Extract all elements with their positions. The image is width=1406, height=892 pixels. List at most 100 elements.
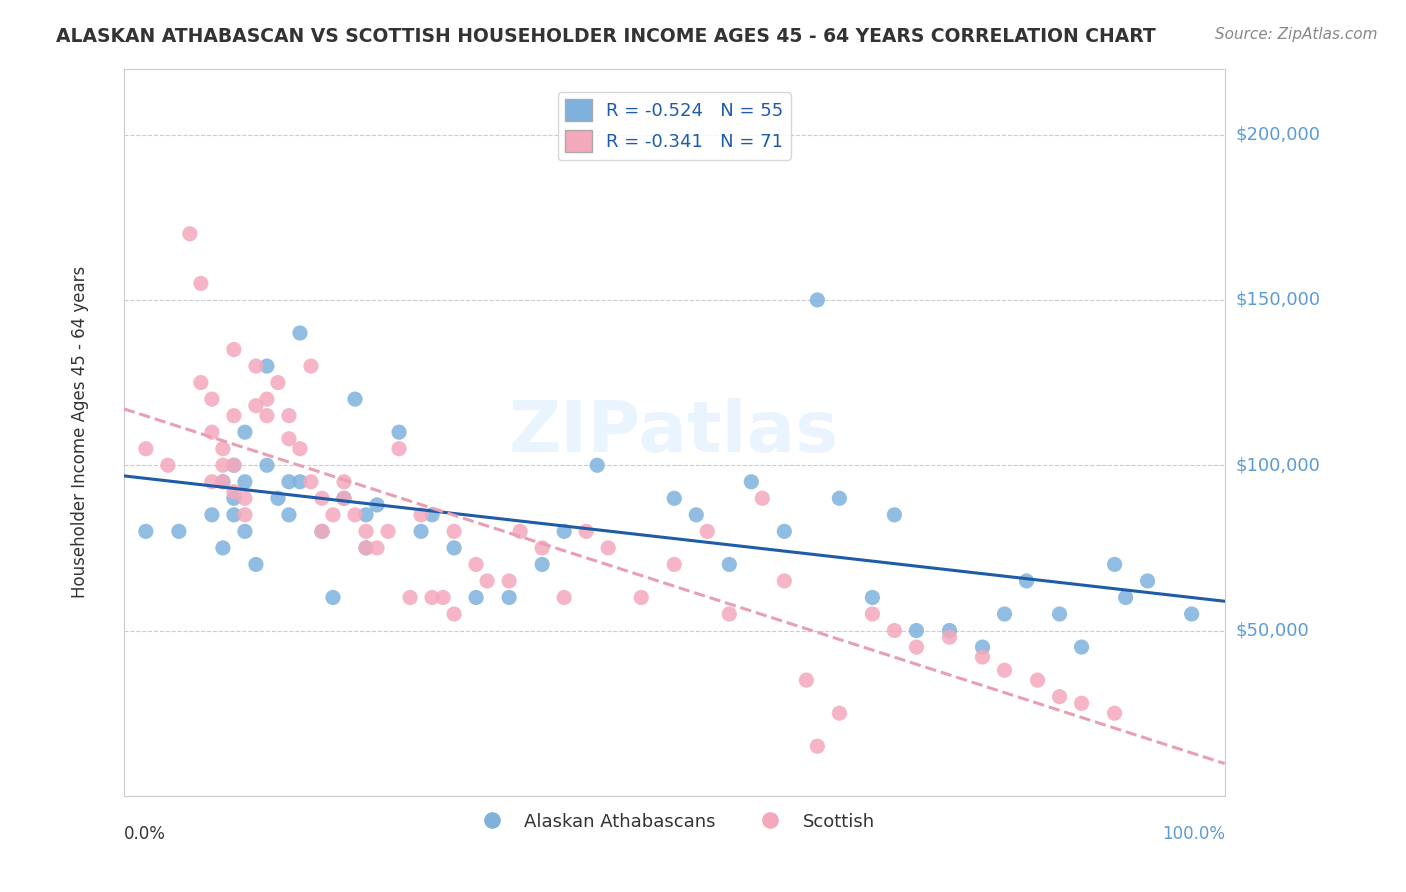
Point xyxy=(278,432,301,446)
Point xyxy=(256,458,278,473)
Point xyxy=(664,491,686,506)
Point xyxy=(201,392,224,406)
Point xyxy=(828,491,851,506)
Point xyxy=(245,359,267,373)
Point xyxy=(212,442,235,456)
Point xyxy=(972,640,994,654)
Text: $50,000: $50,000 xyxy=(1236,622,1309,640)
Point xyxy=(222,458,245,473)
Point xyxy=(796,673,818,687)
Point xyxy=(201,508,224,522)
Point xyxy=(498,574,520,588)
Point xyxy=(420,591,443,605)
Point xyxy=(245,558,267,572)
Point xyxy=(420,508,443,522)
Point xyxy=(553,591,575,605)
Point xyxy=(531,558,554,572)
Point xyxy=(443,607,465,621)
Text: Householder Income Ages 45 - 64 years: Householder Income Ages 45 - 64 years xyxy=(70,266,89,599)
Point xyxy=(222,343,245,357)
Point xyxy=(278,409,301,423)
Point xyxy=(190,376,212,390)
Point xyxy=(299,359,322,373)
Point xyxy=(256,359,278,373)
Point xyxy=(409,508,432,522)
Point xyxy=(696,524,718,539)
Point xyxy=(883,624,905,638)
Point xyxy=(1070,696,1092,710)
Point xyxy=(267,491,290,506)
Point xyxy=(233,524,256,539)
Point xyxy=(773,574,796,588)
Point xyxy=(860,591,883,605)
Point xyxy=(354,541,377,555)
Point xyxy=(993,607,1015,621)
Point xyxy=(278,508,301,522)
Point xyxy=(135,442,157,456)
Point xyxy=(299,475,322,489)
Point xyxy=(135,524,157,539)
Point xyxy=(322,591,344,605)
Point xyxy=(167,524,190,539)
Point xyxy=(598,541,620,555)
Point xyxy=(343,392,366,406)
Point xyxy=(333,491,356,506)
Point xyxy=(718,607,741,621)
Point xyxy=(1026,673,1049,687)
Point xyxy=(256,409,278,423)
Point xyxy=(354,524,377,539)
Point xyxy=(883,508,905,522)
Point xyxy=(179,227,201,241)
Point xyxy=(288,475,311,489)
Point xyxy=(233,425,256,440)
Point xyxy=(201,425,224,440)
Point xyxy=(972,650,994,665)
Point xyxy=(751,491,773,506)
Text: 0.0%: 0.0% xyxy=(124,825,166,843)
Point xyxy=(806,293,828,307)
Point xyxy=(366,498,388,512)
Point xyxy=(366,541,388,555)
Legend: Alaskan Athabascans, Scottish: Alaskan Athabascans, Scottish xyxy=(467,805,882,838)
Point xyxy=(245,399,267,413)
Point xyxy=(828,706,851,721)
Point xyxy=(256,392,278,406)
Point xyxy=(343,508,366,522)
Point xyxy=(498,591,520,605)
Point xyxy=(630,591,652,605)
Point xyxy=(443,524,465,539)
Point xyxy=(1136,574,1159,588)
Point xyxy=(288,326,311,340)
Point xyxy=(1104,558,1126,572)
Text: Source: ZipAtlas.com: Source: ZipAtlas.com xyxy=(1215,27,1378,42)
Point xyxy=(222,409,245,423)
Point xyxy=(190,277,212,291)
Point xyxy=(993,663,1015,677)
Point xyxy=(288,442,311,456)
Point xyxy=(905,624,928,638)
Point xyxy=(333,491,356,506)
Point xyxy=(718,558,741,572)
Point xyxy=(233,508,256,522)
Point xyxy=(212,541,235,555)
Point xyxy=(1049,607,1071,621)
Point xyxy=(443,541,465,555)
Point xyxy=(409,524,432,539)
Point xyxy=(475,574,498,588)
Point xyxy=(1049,690,1071,704)
Point xyxy=(222,484,245,499)
Point xyxy=(1115,591,1137,605)
Point xyxy=(233,475,256,489)
Point xyxy=(278,475,301,489)
Point xyxy=(509,524,531,539)
Point xyxy=(575,524,598,539)
Text: $200,000: $200,000 xyxy=(1236,126,1320,144)
Point xyxy=(1181,607,1204,621)
Point xyxy=(377,524,399,539)
Point xyxy=(311,524,333,539)
Point xyxy=(1104,706,1126,721)
Text: $150,000: $150,000 xyxy=(1236,291,1320,309)
Point xyxy=(311,524,333,539)
Point xyxy=(212,475,235,489)
Text: ZIPatlas: ZIPatlas xyxy=(509,398,839,467)
